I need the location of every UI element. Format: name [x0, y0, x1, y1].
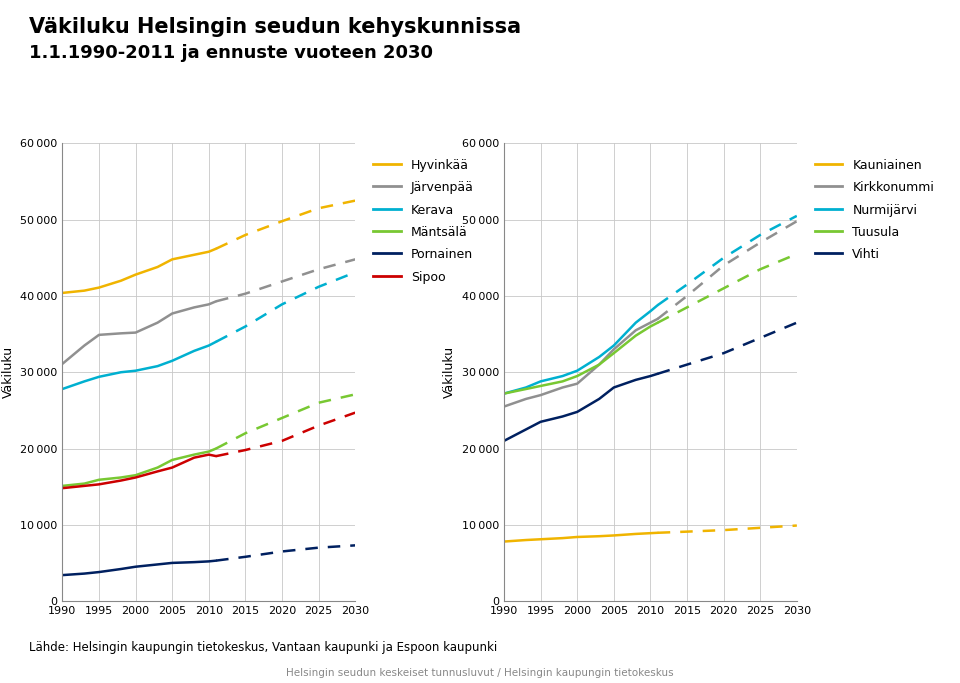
Text: Väkiluku Helsingin seudun kehyskunnissa: Väkiluku Helsingin seudun kehyskunnissa	[29, 17, 521, 37]
Y-axis label: Väkiluku: Väkiluku	[2, 346, 14, 398]
Y-axis label: Väkiluku: Väkiluku	[444, 346, 456, 398]
Text: Helsingin seudun keskeiset tunnusluvut / Helsingin kaupungin tietokeskus: Helsingin seudun keskeiset tunnusluvut /…	[286, 668, 674, 678]
Legend: Kauniainen, Kirkkonummi, Nurmijärvi, Tuusula, Vihti: Kauniainen, Kirkkonummi, Nurmijärvi, Tuu…	[815, 159, 934, 262]
Text: Lähde: Helsingin kaupungin tietokeskus, Vantaan kaupunki ja Espoon kaupunki: Lähde: Helsingin kaupungin tietokeskus, …	[29, 641, 497, 654]
Legend: Hyvinkää, Järvenpää, Kerava, Mäntsälä, Pornainen, Sipoo: Hyvinkää, Järvenpää, Kerava, Mäntsälä, P…	[373, 159, 473, 283]
Text: 1.1.1990-2011 ja ennuste vuoteen 2030: 1.1.1990-2011 ja ennuste vuoteen 2030	[29, 44, 433, 62]
